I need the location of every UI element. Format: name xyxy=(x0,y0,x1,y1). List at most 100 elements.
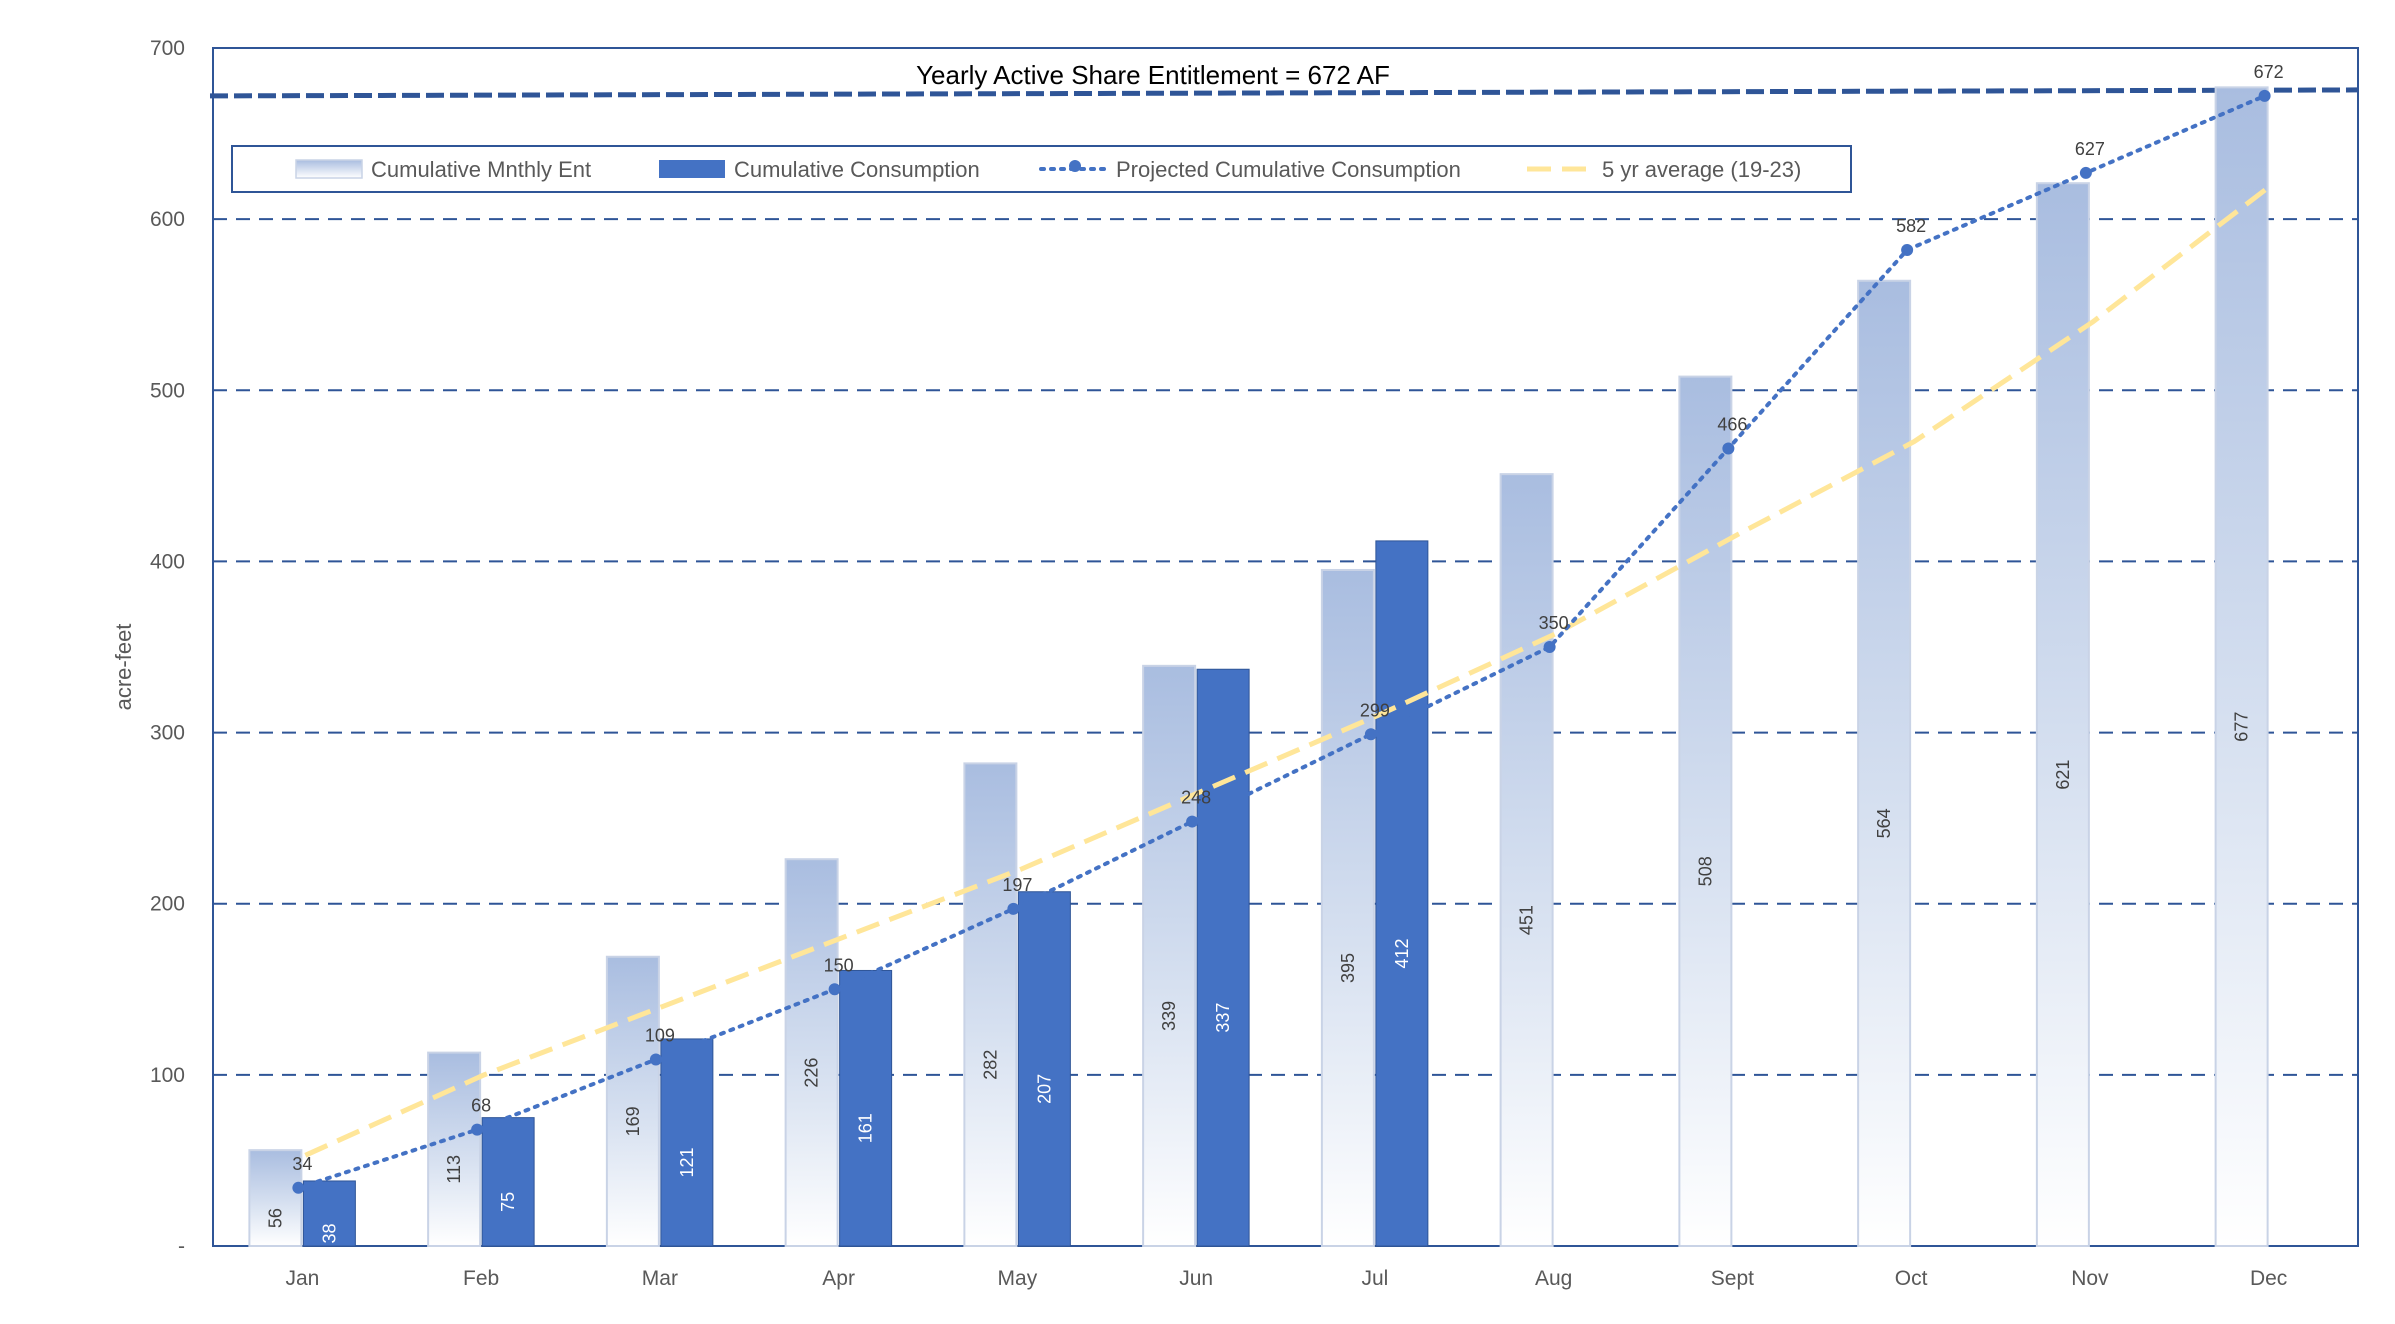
data-label-ent: 56 xyxy=(265,1208,285,1228)
x-tick-label: Jun xyxy=(1179,1267,1213,1290)
legend-item-5yr-average: 5 yr average (19-23) xyxy=(1527,157,1801,182)
bar-cumulative-consumption xyxy=(1196,668,1250,1247)
line-5yr-average xyxy=(304,182,2274,1158)
projected-point xyxy=(1543,641,1556,653)
projected-point xyxy=(1007,902,1020,915)
data-label-ent: 621 xyxy=(2053,760,2073,790)
legend-label: 5 yr average (19-23) xyxy=(1602,157,1801,182)
data-label-consumption: 121 xyxy=(677,1147,697,1177)
data-label-projected: 350 xyxy=(1539,613,1569,633)
y-tick-label: 200 xyxy=(150,893,185,916)
data-label-consumption: 207 xyxy=(1034,1074,1054,1104)
y-axis-title: acre-feet xyxy=(111,624,136,711)
legend-swatch xyxy=(659,160,725,178)
line-projected-consumption xyxy=(296,93,2267,1190)
legend-item-ent: Cumulative Mnthly Ent xyxy=(295,157,591,182)
legend-item-consumption: Cumulative Consumption xyxy=(659,157,980,182)
data-label-projected: 672 xyxy=(2254,62,2284,82)
data-label-projected: 299 xyxy=(1360,700,1390,720)
x-tick-label: Jul xyxy=(1361,1267,1388,1290)
projected-point xyxy=(2079,166,2092,179)
projected-point xyxy=(1722,442,1735,455)
y-tick-label: - xyxy=(178,1235,185,1258)
bar-cumulative-mnthly-ent xyxy=(1678,375,1733,1247)
data-label-consumption: 38 xyxy=(319,1223,339,1243)
data-label-projected: 109 xyxy=(645,1025,675,1045)
data-label-projected: 68 xyxy=(471,1096,491,1116)
data-label-consumption: 337 xyxy=(1213,1003,1233,1033)
y-tick-label: 600 xyxy=(150,208,185,231)
bar-cumulative-mnthly-ent xyxy=(1857,279,1912,1247)
bar-cumulative-mnthly-ent xyxy=(963,762,1018,1247)
entitlement-annotation: Yearly Active Share Entitlement = 672 AF xyxy=(916,60,1390,90)
bar-cumulative-mnthly-ent xyxy=(248,1149,303,1248)
data-label-ent: 395 xyxy=(1338,953,1358,983)
x-tick-label: May xyxy=(998,1267,1038,1290)
legend-swatch xyxy=(295,159,363,179)
data-label-ent: 508 xyxy=(1695,856,1715,886)
projected-point xyxy=(1186,815,1199,828)
x-tick-label: Feb xyxy=(463,1267,499,1290)
x-tick-label: Oct xyxy=(1895,1267,1928,1290)
bar-cumulative-consumption xyxy=(481,1117,535,1247)
x-tick-label: Apr xyxy=(822,1267,855,1290)
projected-point xyxy=(649,1053,662,1066)
data-label-ent: 564 xyxy=(1874,808,1894,838)
data-label-ent: 451 xyxy=(1517,905,1537,935)
data-label-projected: 150 xyxy=(824,955,854,975)
y-tick-label: 400 xyxy=(150,550,185,573)
x-tick-label: Sept xyxy=(1711,1267,1754,1290)
data-label-consumption: 161 xyxy=(856,1113,876,1143)
legend-marker xyxy=(1069,160,1081,172)
data-label-consumption: 75 xyxy=(498,1192,518,1212)
data-label-projected: 582 xyxy=(1896,216,1926,236)
x-tick-label: Aug xyxy=(1535,1267,1572,1290)
projected-point xyxy=(1364,728,1377,741)
bar-cumulative-consumption xyxy=(660,1038,714,1247)
legend-label: Projected Cumulative Consumption xyxy=(1116,157,1461,182)
bar-cumulative-consumption xyxy=(302,1180,356,1247)
legend-label: Cumulative Mnthly Ent xyxy=(371,157,591,182)
data-label-ent: 282 xyxy=(980,1050,1000,1080)
x-tick-label: Dec xyxy=(2250,1267,2287,1290)
y-tick-label: 100 xyxy=(150,1064,185,1087)
bar-cumulative-consumption xyxy=(1017,891,1071,1247)
bar-cumulative-mnthly-ent xyxy=(2214,86,2269,1247)
bar-cumulative-mnthly-ent xyxy=(605,955,660,1247)
entitlement-line xyxy=(209,87,2359,99)
data-label-ent: 339 xyxy=(1159,1001,1179,1031)
projected-point xyxy=(2258,89,2271,102)
bar-cumulative-mnthly-ent xyxy=(1142,664,1197,1247)
bar-cumulative-mnthly-ent xyxy=(1499,473,1554,1248)
data-label-ent: 113 xyxy=(444,1155,464,1184)
data-label-projected: 466 xyxy=(1717,414,1747,434)
projected-point xyxy=(828,983,841,996)
data-label-projected: 34 xyxy=(292,1154,312,1174)
projected-point xyxy=(1901,243,1914,256)
y-tick-label: 700 xyxy=(150,37,185,60)
projected-point xyxy=(292,1181,305,1194)
plot-area xyxy=(212,47,2359,1247)
x-tick-label: Jan xyxy=(285,1267,319,1290)
bar-cumulative-mnthly-ent xyxy=(427,1051,482,1247)
legend-label: Cumulative Consumption xyxy=(734,157,980,182)
data-label-projected: 248 xyxy=(1181,788,1211,808)
data-label-consumption: 412 xyxy=(1392,938,1412,968)
bar-cumulative-consumption xyxy=(839,969,893,1247)
y-tick-label: 500 xyxy=(150,379,185,402)
data-label-projected: 197 xyxy=(1002,875,1032,895)
bar-cumulative-mnthly-ent xyxy=(1320,568,1375,1247)
bar-cumulative-consumption xyxy=(1375,540,1429,1247)
data-label-ent: 677 xyxy=(2232,712,2252,742)
bar-cumulative-mnthly-ent xyxy=(784,858,839,1248)
data-label-projected: 627 xyxy=(2075,139,2105,159)
data-label-ent: 226 xyxy=(802,1058,822,1088)
bar-cumulative-mnthly-ent xyxy=(2035,182,2090,1247)
projected-point xyxy=(471,1123,484,1136)
x-tick-label: Mar xyxy=(642,1267,678,1290)
y-tick-label: 300 xyxy=(150,722,185,745)
x-tick-label: Nov xyxy=(2071,1267,2109,1290)
data-label-ent: 169 xyxy=(623,1106,643,1136)
